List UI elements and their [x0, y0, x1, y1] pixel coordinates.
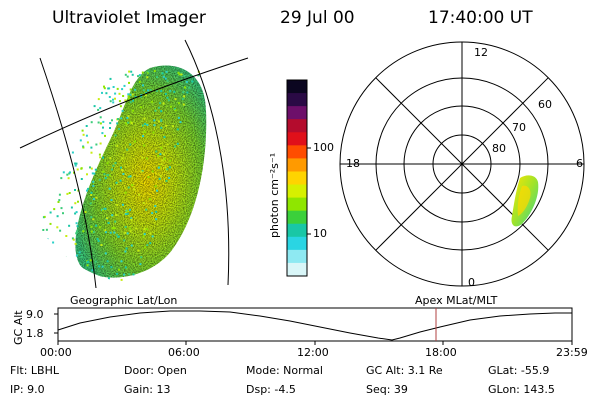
footer-dsp: Dsp: -4.5	[246, 383, 296, 396]
colorbar-band	[287, 197, 307, 212]
altitude-xtick-1200: 12:00	[297, 346, 329, 359]
colorbar-band	[287, 249, 307, 264]
footer-gain: Gain: 13	[124, 383, 171, 396]
colorbar-band	[287, 262, 307, 277]
left-panel-caption: Geographic Lat/Lon	[70, 294, 178, 307]
altitude-xtick-0600: 06:00	[168, 346, 200, 359]
uv-image-left	[19, 39, 249, 289]
footer-door: Door: Open	[124, 364, 187, 377]
altitude-ytick-1-8: 1.8	[26, 327, 44, 340]
altitude-xtick-2359: 23:59	[556, 346, 588, 359]
colorbar-band	[287, 132, 307, 146]
colorbar-band	[287, 236, 307, 251]
time-label: 17:40:00 UT	[428, 8, 533, 28]
colorbar-tick-100: 100	[313, 141, 334, 154]
altitude-xtick-0000: 00:00	[40, 346, 72, 359]
colorbar-tick-10: 10	[313, 227, 327, 240]
colorbar-band	[287, 171, 307, 186]
footer-flt: Flt: LBHL	[10, 364, 59, 377]
footer-seq: Seq: 39	[366, 383, 408, 396]
colorbar-band	[287, 93, 307, 107]
polar-plot	[339, 41, 585, 287]
instrument-title: Ultraviolet Imager	[52, 8, 206, 28]
colorbar-band	[287, 80, 307, 94]
mlt-label-18: 18	[346, 157, 360, 170]
colorbar-unit-label: photon cm⁻²s⁻¹	[268, 152, 281, 238]
mlt-label-6: 6	[576, 157, 583, 170]
colorbar-band	[287, 184, 307, 199]
altitude-xtick-1800: 18:00	[425, 346, 457, 359]
footer-glat: GLat: -55.9	[488, 364, 550, 377]
colorbar-band	[287, 106, 307, 120]
colorbar-band	[287, 158, 307, 172]
right-panel-caption: Apex MLat/MLT	[415, 294, 498, 307]
date-label: 29 Jul 00	[280, 8, 355, 28]
altitude-ytick-9: 9.0	[26, 308, 44, 321]
footer-gc-alt: GC Alt: 3.1 Re	[366, 364, 443, 377]
altitude-plot	[54, 307, 573, 345]
altitude-curve	[57, 310, 572, 341]
footer-glon: GLon: 143.5	[488, 383, 555, 396]
footer-ip: IP: 9.0	[10, 383, 45, 396]
mlt-label-0: 0	[468, 276, 475, 289]
lat-label-60: 60	[538, 98, 552, 111]
colorbar-band	[287, 119, 307, 133]
footer-mode: Mode: Normal	[246, 364, 323, 377]
lat-label-80: 80	[492, 142, 506, 155]
mlt-label-12: 12	[474, 46, 488, 59]
altitude-ylabel: GC Alt	[12, 310, 25, 345]
colorbar	[286, 79, 311, 277]
colorbar-band	[287, 210, 307, 225]
lat-label-70: 70	[512, 121, 526, 134]
colorbar-band	[287, 145, 307, 159]
colorbar-band	[287, 223, 307, 238]
